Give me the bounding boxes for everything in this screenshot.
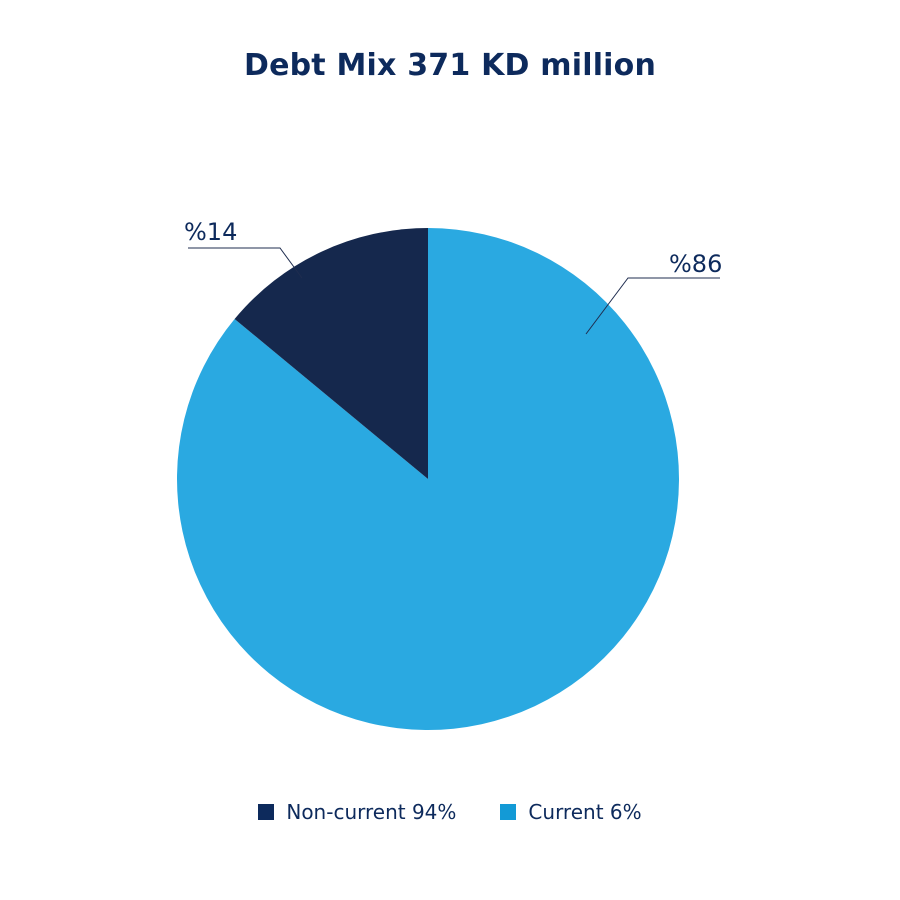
slice-label-86: %86 — [669, 250, 722, 278]
legend-swatch-non-current — [258, 804, 275, 820]
legend-swatch-current — [500, 804, 517, 820]
leader-line-14 — [188, 247, 303, 279]
chart-title: Debt Mix 371 KD million — [243, 48, 657, 83]
slice-label-14: %14 — [184, 218, 237, 246]
legend: Non-current 94% Current 6% — [0, 800, 900, 824]
legend-label-current: Current 6% — [528, 800, 642, 824]
pie-slice-non-current-14 — [234, 228, 428, 479]
legend-label-non-current: Non-current 94% — [286, 800, 457, 824]
pie-slice-current-86 — [177, 228, 680, 730]
legend-item-non-current: Non-current 94% — [258, 800, 456, 824]
legend-item-current: Current 6% — [500, 800, 642, 824]
leader-line-86 — [585, 277, 720, 335]
